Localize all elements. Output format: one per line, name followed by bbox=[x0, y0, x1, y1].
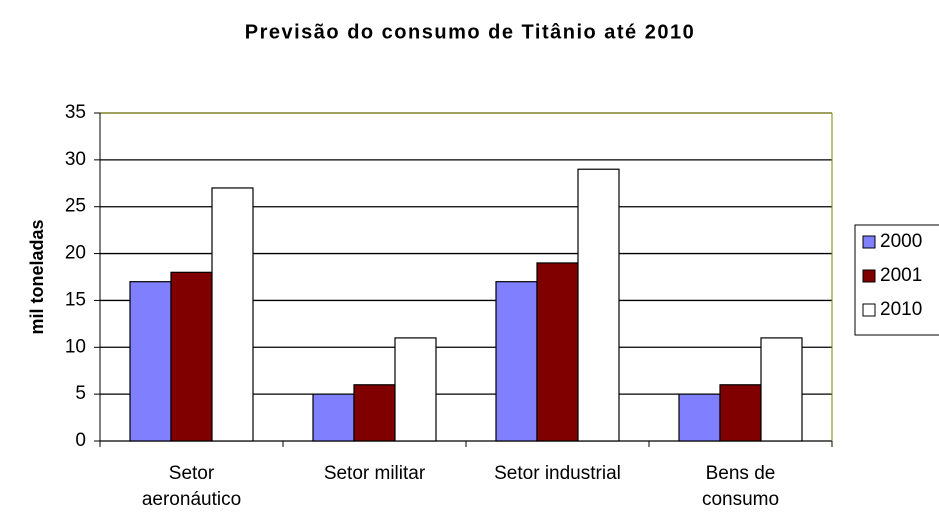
y-tick-label: 30 bbox=[65, 149, 86, 170]
x-tick-label: Bens de consumo bbox=[701, 463, 780, 510]
bar bbox=[353, 384, 396, 442]
x-tick-label: Setor militar bbox=[323, 463, 426, 484]
y-tick-label: 20 bbox=[65, 243, 86, 264]
bar bbox=[211, 187, 254, 442]
y-tick-label: 5 bbox=[75, 383, 86, 404]
bar bbox=[312, 393, 355, 442]
bar bbox=[719, 384, 762, 442]
bar bbox=[495, 281, 538, 442]
bar bbox=[760, 337, 803, 442]
bar bbox=[678, 393, 721, 442]
y-tick-label: 10 bbox=[65, 336, 86, 357]
y-tick-label: 0 bbox=[75, 430, 86, 451]
bar bbox=[394, 337, 437, 442]
bar bbox=[170, 271, 213, 442]
bar bbox=[129, 281, 172, 442]
bar bbox=[536, 262, 579, 442]
x-tick-label: Setor aeronáutico bbox=[141, 463, 242, 510]
y-tick-label: 35 bbox=[65, 102, 86, 123]
bar bbox=[577, 168, 620, 442]
y-tick-label: 25 bbox=[65, 196, 86, 217]
legend-swatch bbox=[862, 303, 876, 317]
legend-swatch bbox=[862, 269, 876, 283]
x-tick-label: Setor industrial bbox=[494, 463, 621, 484]
y-tick-label: 15 bbox=[65, 289, 86, 310]
chart-title: Previsão do consumo de Titânio até 2010 bbox=[245, 21, 695, 43]
legend-swatch bbox=[862, 235, 876, 249]
legend-label: 2010 bbox=[880, 299, 922, 320]
legend-label: 2001 bbox=[880, 265, 922, 286]
y-axis-label: mil toneladas bbox=[27, 219, 47, 334]
legend-label: 2000 bbox=[880, 231, 922, 252]
